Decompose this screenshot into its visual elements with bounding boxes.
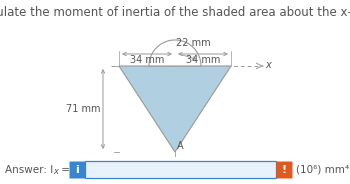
Polygon shape [119,66,231,152]
Text: 22 mm: 22 mm [176,38,211,48]
Text: x: x [265,60,271,70]
FancyBboxPatch shape [70,162,85,178]
Text: 71 mm: 71 mm [65,104,100,114]
Text: !: ! [282,165,287,175]
Text: 34 mm: 34 mm [130,55,164,65]
Text: A: A [177,141,184,151]
Text: x: x [53,167,58,176]
Text: =: = [58,165,70,175]
FancyBboxPatch shape [85,162,276,178]
Polygon shape [149,40,201,66]
Text: Calculate the moment of inertia of the shaded area about the x-axis.: Calculate the moment of inertia of the s… [0,6,350,19]
Text: Answer: I: Answer: I [5,165,53,175]
FancyBboxPatch shape [276,162,293,178]
Text: (10⁶) mm⁴: (10⁶) mm⁴ [296,165,349,175]
Text: 34 mm: 34 mm [186,55,220,65]
Text: i: i [76,165,79,175]
